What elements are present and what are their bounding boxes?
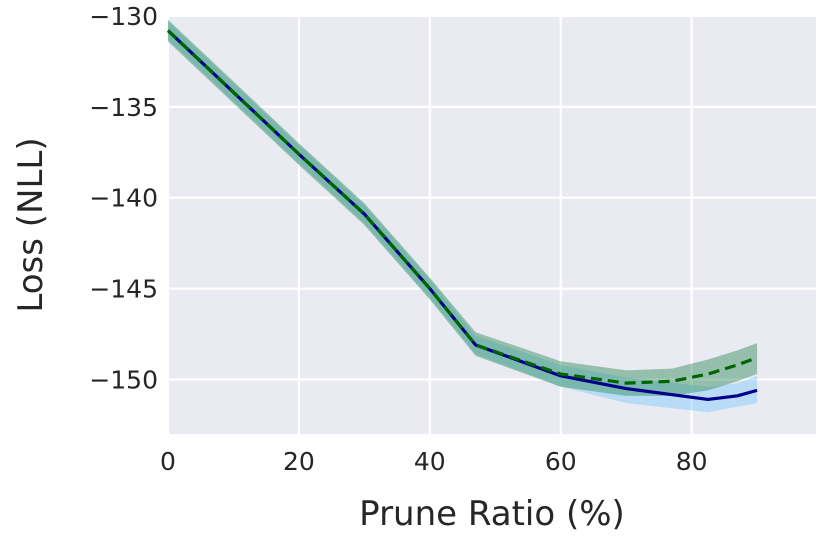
grid (166, 14, 816, 434)
y-tick-label: −150 (89, 365, 158, 394)
x-tick-label: 20 (283, 447, 315, 476)
series-lines (166, 29, 758, 402)
series-line-dashed (166, 29, 758, 385)
confidence-band-dashed (168, 19, 758, 396)
tick-labels: 0 20 40 60 80 −130 −135 −140 −145 −150 (89, 2, 707, 476)
x-tick-label: 40 (414, 447, 446, 476)
y-tick-label: −130 (89, 2, 158, 31)
confidence-bands (168, 19, 758, 413)
x-axis-title: Prune Ratio (%) (359, 494, 625, 534)
y-axis-title: Loss (NLL) (11, 137, 51, 312)
plot-background (168, 16, 816, 434)
y-tick-label: −145 (89, 275, 158, 304)
confidence-band-solid (168, 21, 758, 413)
y-tick-label: −135 (89, 93, 158, 122)
x-tick-label: 80 (676, 447, 708, 476)
y-tick-label: −140 (89, 184, 158, 213)
x-tick-label: 0 (160, 447, 176, 476)
x-tick-label: 60 (545, 447, 577, 476)
series-line-solid (166, 29, 758, 402)
